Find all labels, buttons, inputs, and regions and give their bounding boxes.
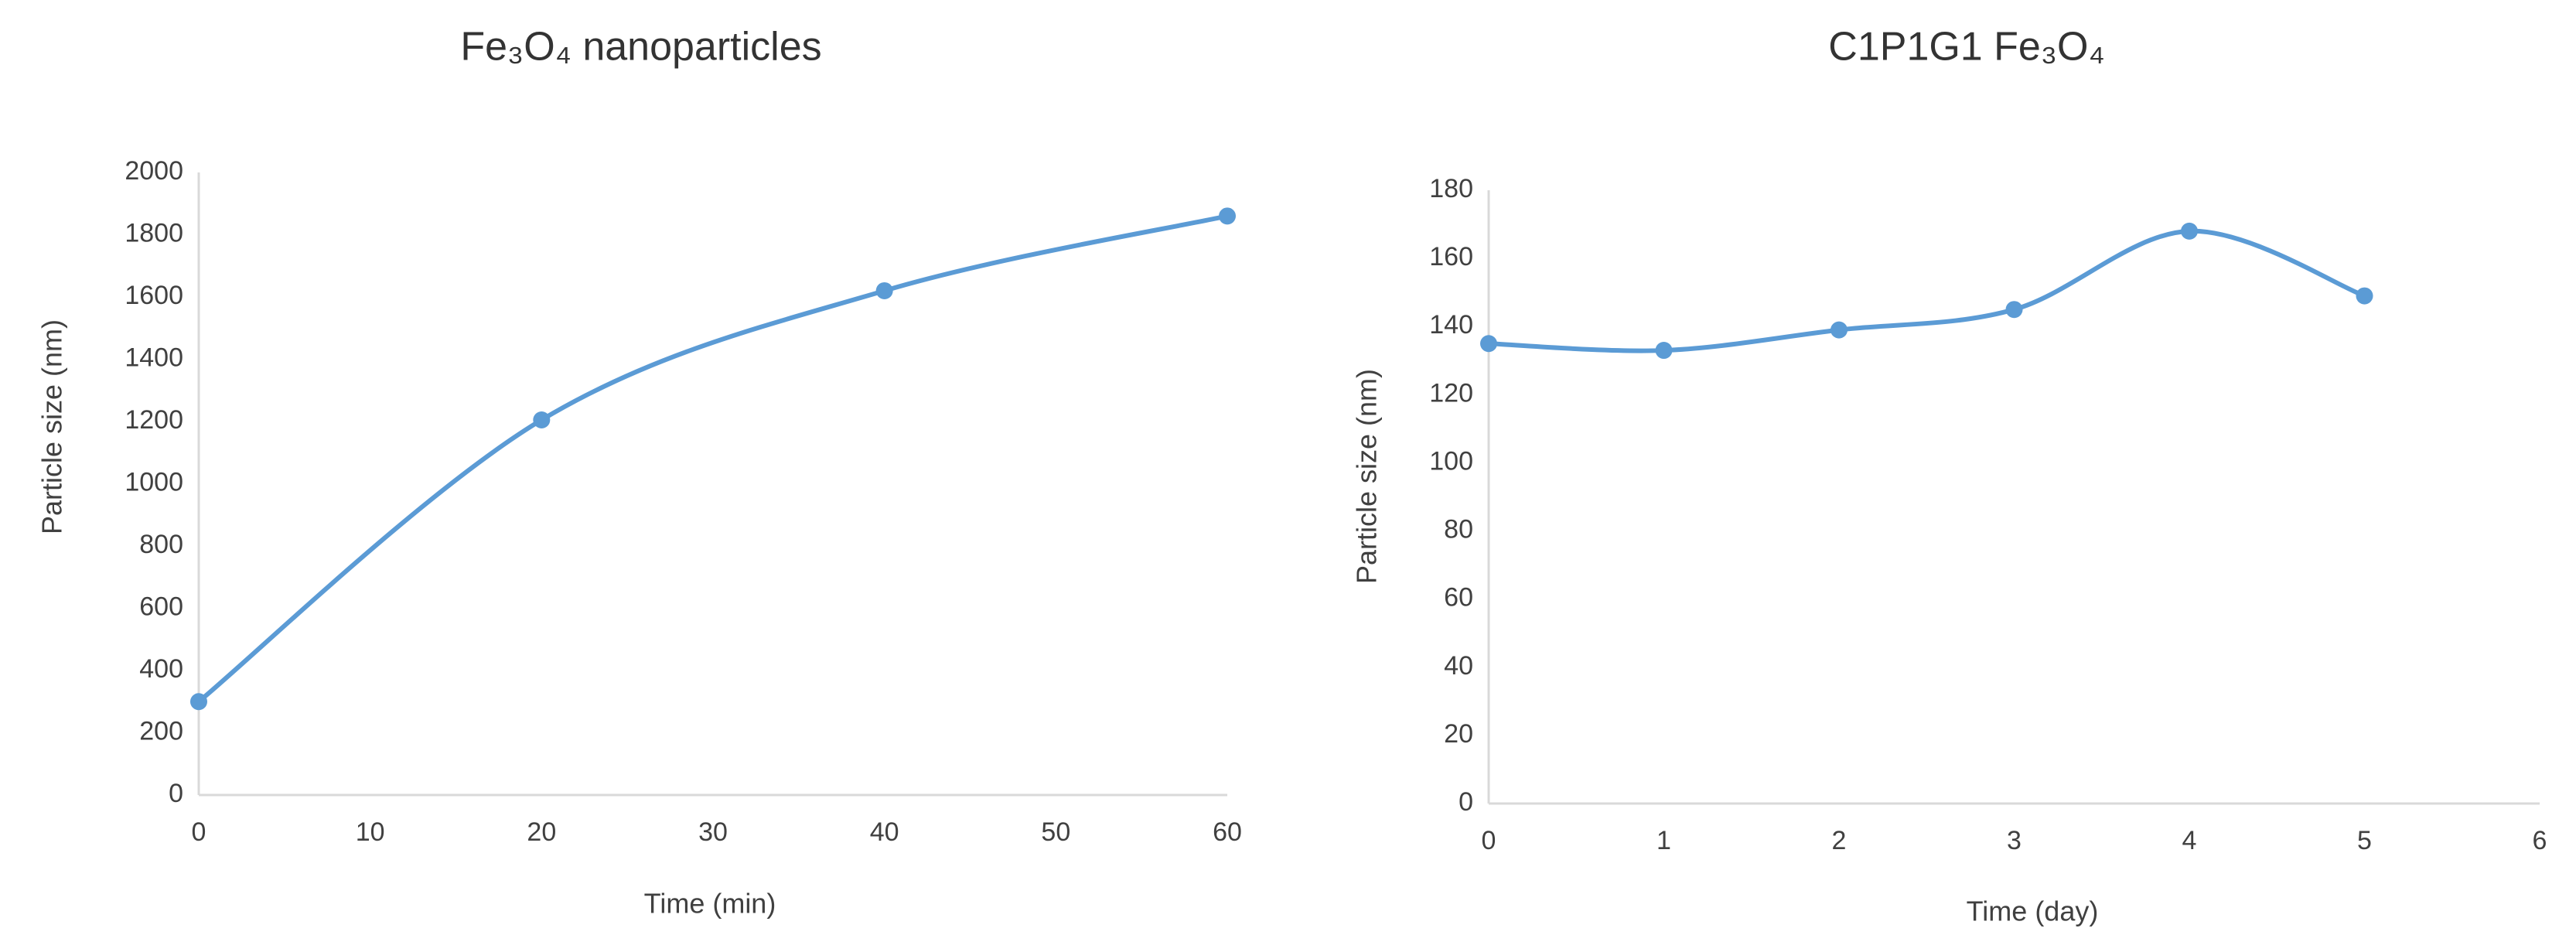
data-point bbox=[2005, 301, 2023, 319]
chart-title: Fe₃O₄ nanoparticles bbox=[460, 25, 821, 70]
y-tick-label: 200 bbox=[139, 716, 183, 746]
y-tick-label: 400 bbox=[139, 654, 183, 684]
x-tick-label: 0 bbox=[1482, 826, 1496, 855]
x-tick-label: 30 bbox=[698, 817, 728, 847]
y-axis-label: Particle size (nm) bbox=[36, 319, 68, 534]
x-tick-label: 1 bbox=[1656, 826, 1671, 855]
x-tick-label: 4 bbox=[2182, 826, 2197, 855]
x-tick-label: 3 bbox=[2007, 826, 2022, 855]
data-point bbox=[1480, 335, 1497, 353]
y-tick-label: 1000 bbox=[125, 467, 183, 496]
x-tick-label: 5 bbox=[2357, 826, 2372, 855]
data-point bbox=[2356, 287, 2373, 305]
x-tick-label: 6 bbox=[2533, 826, 2547, 855]
y-tick-label: 1600 bbox=[125, 281, 183, 310]
y-tick-label: 120 bbox=[1429, 378, 1473, 408]
data-point bbox=[875, 282, 893, 299]
y-tick-label: 0 bbox=[1459, 787, 1473, 817]
y-tick-label: 20 bbox=[1444, 719, 1473, 749]
y-tick-label: 1800 bbox=[125, 218, 183, 247]
y-tick-label: 180 bbox=[1429, 174, 1473, 203]
y-tick-label: 800 bbox=[139, 530, 183, 559]
data-point bbox=[1655, 342, 1673, 360]
x-tick-label: 60 bbox=[1213, 817, 1242, 847]
x-axis-label: Time (min) bbox=[644, 888, 776, 920]
chart-title: C1P1G1 Fe₃O₄ bbox=[1828, 25, 2104, 70]
data-line bbox=[197, 213, 1228, 704]
x-tick-label: 50 bbox=[1041, 817, 1070, 847]
x-tick-label: 0 bbox=[192, 817, 206, 847]
y-tick-label: 2000 bbox=[125, 156, 183, 186]
x-tick-label: 40 bbox=[870, 817, 899, 847]
y-tick-label: 80 bbox=[1444, 515, 1473, 544]
y-tick-label: 100 bbox=[1429, 446, 1473, 476]
data-point bbox=[2181, 222, 2198, 240]
data-line bbox=[1488, 228, 2366, 353]
y-tick-label: 60 bbox=[1444, 583, 1473, 612]
data-point bbox=[1830, 321, 1848, 339]
y-tick-label: 600 bbox=[139, 592, 183, 621]
x-axis-label: Time (day) bbox=[1967, 896, 2099, 927]
y-tick-label: 0 bbox=[169, 779, 183, 808]
x-tick-label: 10 bbox=[356, 817, 385, 847]
x-tick-label: 20 bbox=[527, 817, 556, 847]
y-tick-label: 1200 bbox=[125, 405, 183, 435]
y-axis-label: Particle size (nm) bbox=[1351, 369, 1383, 584]
y-tick-label: 40 bbox=[1444, 651, 1473, 681]
y-tick-label: 140 bbox=[1429, 310, 1473, 340]
data-point bbox=[1219, 207, 1236, 225]
y-tick-label: 1400 bbox=[125, 343, 183, 372]
x-tick-label: 2 bbox=[1832, 826, 1847, 855]
data-point bbox=[533, 411, 551, 428]
y-tick-label: 160 bbox=[1429, 242, 1473, 271]
data-point bbox=[190, 693, 207, 711]
